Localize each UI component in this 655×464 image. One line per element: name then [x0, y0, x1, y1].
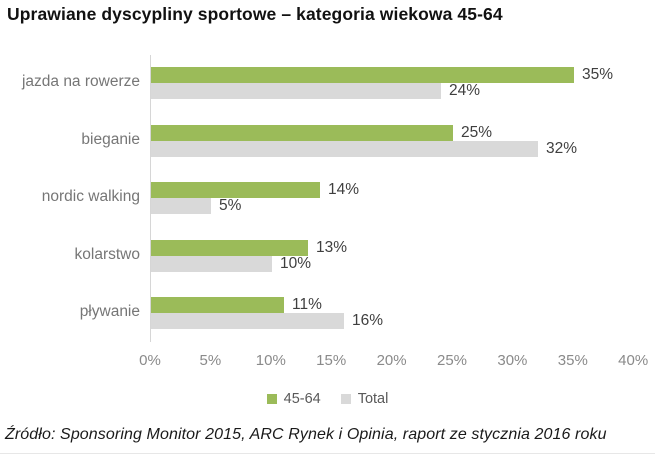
value-label-total: 16% [352, 312, 384, 329]
bar-45-64 [151, 67, 574, 83]
x-tick-label: 30% [497, 352, 528, 369]
category-row: bieganie 25% 32% [0, 123, 655, 157]
value-label-total: 5% [219, 197, 242, 214]
value-label-45-64: 11% [292, 296, 322, 313]
bar-45-64 [151, 182, 320, 198]
bottom-divider [0, 453, 655, 454]
value-label-total: 10% [280, 254, 312, 272]
x-axis: 0% 5% 10% 15% 20% 25% 30% 35% 40% [0, 352, 655, 372]
x-tick-label: 35% [557, 352, 588, 369]
value-label-total: 24% [449, 82, 481, 99]
category-row: jazda na rowerze 35% 24% [0, 67, 655, 99]
category-row: kolarstwo 13% 10% [0, 238, 655, 272]
bar-chart: jazda na rowerze 35% 24% bieganie 25% 32% nord… [0, 55, 655, 369]
bar-45-64 [151, 239, 308, 256]
bar-45-64 [151, 124, 453, 141]
category-row: nordic walking 14% 5% [0, 182, 655, 214]
bar-total [151, 140, 538, 157]
legend-label-45-64: 45-64 [283, 391, 321, 407]
x-tick-label: 25% [436, 352, 468, 369]
legend-label-total: Total [357, 391, 389, 407]
legend-swatch-45-64 [266, 394, 277, 404]
x-tick-label: 10% [255, 352, 286, 369]
bar-total [151, 83, 441, 99]
value-label-total: 32% [546, 139, 578, 157]
legend-item-total: Total [340, 391, 389, 407]
bar-total [151, 198, 211, 214]
legend-swatch-total [340, 394, 351, 404]
chart-legend: 45-64 Total [0, 391, 655, 407]
category-label: jazda na rowerze [21, 73, 140, 90]
category-label: pływanie [79, 303, 140, 320]
category-row: pływanie 11% 16% [0, 297, 655, 329]
x-tick-label: 0% [139, 352, 161, 369]
x-tick-label: 20% [376, 352, 407, 369]
x-tick-label: 5% [199, 352, 222, 369]
bar-total [151, 313, 344, 329]
category-label: kolarstwo [74, 245, 140, 263]
value-label-45-64: 25% [461, 123, 493, 141]
category-label: nordic walking [41, 188, 140, 205]
value-label-45-64: 14% [328, 181, 360, 198]
value-label-45-64: 35% [582, 66, 614, 83]
bar-45-64 [151, 297, 284, 313]
x-tick-label: 40% [618, 352, 649, 369]
bar-total [151, 255, 272, 272]
y-axis-line [150, 55, 151, 342]
x-tick-label: 15% [316, 352, 347, 369]
category-label: bieganie [81, 130, 140, 148]
legend-item-45-64: 45-64 [266, 391, 321, 407]
chart-title: Uprawiane dyscypliny sportowe – kategori… [7, 4, 503, 24]
source-note: Źródło: Sponsoring Monitor 2015, ARC Ryn… [5, 426, 607, 443]
value-label-45-64: 13% [316, 238, 348, 256]
